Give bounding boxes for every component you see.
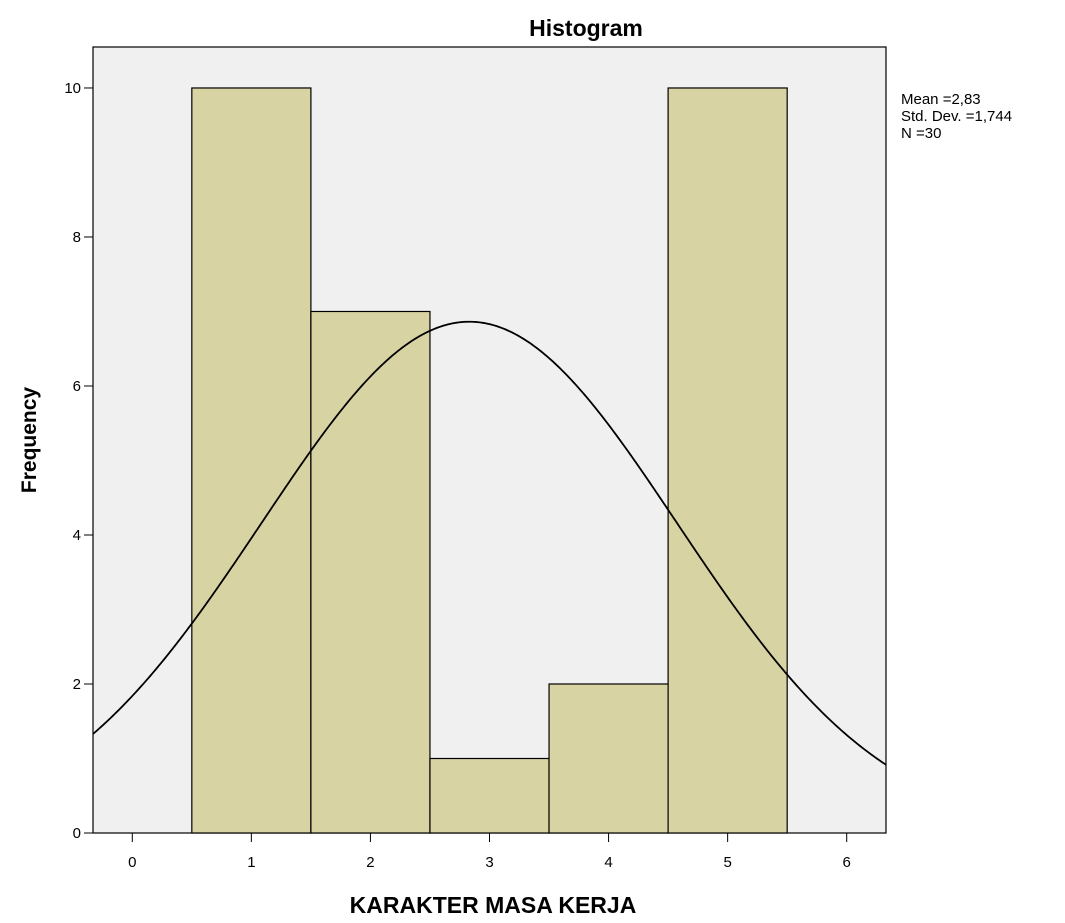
stat-text: Std. Dev. =1,744 <box>901 108 1012 125</box>
stat-text: N =30 <box>901 125 941 142</box>
stat-label: Std. Dev. = <box>901 108 975 125</box>
stat-label: N = <box>901 125 925 142</box>
x-tick-label: 3 <box>485 854 493 871</box>
x-tick-label: 4 <box>604 854 612 871</box>
y-tick-label: 4 <box>73 527 81 544</box>
x-tick-label: 6 <box>843 854 851 871</box>
y-tick-label: 0 <box>73 825 81 842</box>
stat-value: 30 <box>925 125 942 142</box>
y-tick-label: 6 <box>73 378 81 395</box>
x-tick-label: 2 <box>366 854 374 871</box>
stat-value: 1,744 <box>975 108 1013 125</box>
bar <box>429 757 550 834</box>
bar <box>191 87 312 834</box>
x-axis-label: KARAKTER MASA KERJA <box>350 892 637 918</box>
bar <box>667 87 788 834</box>
bar <box>310 310 431 834</box>
y-tick-label: 8 <box>73 229 81 246</box>
y-axis-label: Frequency <box>18 387 41 494</box>
stat-label: Mean = <box>901 91 952 108</box>
x-tick-label: 0 <box>128 854 136 871</box>
normal-curve <box>93 320 886 766</box>
y-tick-label: 10 <box>64 80 81 97</box>
chart-title: Histogram <box>529 15 643 41</box>
stat-value: 2,83 <box>951 91 980 108</box>
bar <box>548 683 669 834</box>
y-tick-label: 2 <box>73 676 81 693</box>
x-tick-label: 1 <box>247 854 255 871</box>
x-tick-label: 5 <box>723 854 731 871</box>
stat-text: Mean =2,83 <box>901 91 981 108</box>
